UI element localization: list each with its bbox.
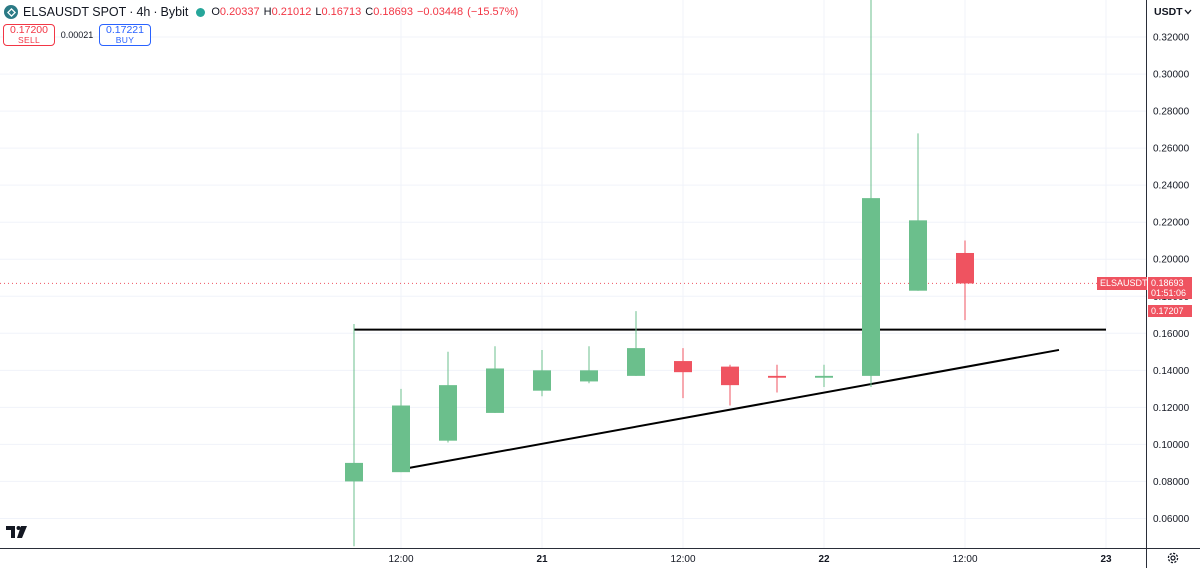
x-tick-label: 22 — [818, 554, 830, 565]
ohlc-change-pct: (−15.57%) — [467, 6, 519, 18]
candles — [345, 0, 974, 547]
candle — [909, 133, 927, 291]
x-tick-label: 21 — [536, 554, 548, 565]
ohlc-low: L0.16713 — [315, 6, 361, 18]
candle — [345, 324, 363, 547]
candle-body — [768, 375, 786, 378]
y-tick-label: 0.06000 — [1153, 514, 1190, 525]
y-tick-label: 0.28000 — [1153, 107, 1190, 118]
candle — [439, 351, 457, 443]
candle-body — [439, 385, 457, 441]
candle — [815, 364, 833, 387]
candle — [533, 349, 551, 397]
ohlc-high-value: 0.21012 — [271, 6, 312, 18]
trendlines — [354, 328, 1106, 471]
candle-body — [345, 462, 363, 482]
candle — [721, 364, 739, 406]
ohlc-close-key: C — [365, 6, 374, 18]
candle — [862, 0, 880, 387]
y-tick-label: 0.20000 — [1153, 255, 1190, 266]
candle — [580, 346, 598, 384]
candle-body — [486, 368, 504, 413]
y-tick-label: 0.26000 — [1153, 144, 1190, 155]
candle-body — [909, 220, 927, 291]
candle-body — [862, 198, 880, 376]
candle — [486, 346, 504, 413]
bar-countdown: 01:51:06 — [1151, 288, 1187, 299]
y-tick-label: 0.30000 — [1153, 70, 1190, 81]
y-tick-label: 0.14000 — [1153, 366, 1190, 377]
y-tick-label: 0.22000 — [1153, 218, 1190, 229]
ohlc-low-key: L — [315, 6, 322, 18]
separator: · — [129, 5, 134, 19]
gear-icon[interactable] — [1166, 551, 1180, 565]
ohlc-open: O0.20337 — [211, 6, 259, 18]
candle-body — [815, 375, 833, 378]
ohlc-open-value: 0.20337 — [219, 6, 260, 18]
y-tick-label: 0.24000 — [1153, 181, 1190, 192]
currency-selector[interactable]: USDT — [1148, 2, 1196, 22]
symbol-header: ELSAUSDT SPOT · 4h · Bybit O0.20337 H0.2… — [4, 3, 522, 21]
y-tick-label: 0.10000 — [1153, 440, 1190, 451]
exchange-name: Bybit — [160, 5, 189, 19]
ohlc-close: C0.18693 — [365, 6, 413, 18]
candle — [768, 364, 786, 393]
chevron-down-icon — [1184, 9, 1192, 15]
candle — [956, 240, 974, 321]
bid-price-tag: 0.17207 — [1148, 304, 1192, 317]
ohlc-close-value: 0.18693 — [373, 6, 413, 18]
candle — [674, 348, 692, 399]
market-status-icon — [196, 7, 206, 17]
interval[interactable]: 4h — [136, 5, 151, 19]
elsa-logo-icon — [4, 5, 18, 19]
candle-body — [627, 348, 645, 376]
candle — [392, 388, 410, 473]
tradingview-logo-icon[interactable] — [6, 525, 30, 539]
buy-price: 0.17221 — [106, 24, 144, 36]
ohlc-low-value: 0.16713 — [321, 6, 362, 18]
candle-body — [392, 405, 410, 473]
candle-body — [533, 370, 551, 391]
candle-body — [674, 361, 692, 373]
y-tick-label: 0.12000 — [1153, 403, 1190, 414]
y-tick-label: 0.16000 — [1153, 329, 1190, 340]
candle-body — [721, 366, 739, 386]
spread-value: 0.00021 — [60, 30, 94, 40]
candle-body — [580, 370, 598, 382]
ohlc-change: −0.03448 — [416, 6, 464, 18]
x-tick-label: 12:00 — [388, 554, 413, 565]
sell-label: SELL — [18, 35, 40, 45]
ohlc-open-key: O — [211, 6, 220, 18]
buy-label: BUY — [115, 35, 135, 45]
candle-body — [956, 252, 974, 284]
ohlc-high: H0.21012 — [264, 6, 312, 18]
sell-button[interactable]: 0.17200 SELL — [3, 24, 55, 46]
sell-price: 0.17200 — [10, 24, 48, 36]
separator: · — [153, 5, 158, 19]
currency-label: USDT — [1154, 6, 1183, 18]
buy-button[interactable]: 0.17221 BUY — [99, 24, 151, 46]
x-tick-label: 23 — [1100, 554, 1112, 565]
candle — [627, 311, 645, 376]
y-tick-label: 0.32000 — [1153, 33, 1190, 44]
x-tick-label: 12:00 — [670, 554, 695, 565]
y-tick-label: 0.08000 — [1153, 477, 1190, 488]
ohlc-high-key: H — [263, 6, 272, 18]
trade-panel: 0.17200 SELL 0.00021 0.17221 BUY — [3, 24, 151, 46]
last-price-tag: 0.18693 01:51:06 — [1148, 277, 1192, 300]
x-tick-label: 12:00 — [952, 554, 977, 565]
last-price: 0.18693 — [1151, 278, 1184, 289]
symbol-price-tag: ELSAUSDT — [1097, 276, 1148, 290]
trendline-support — [400, 348, 1060, 471]
symbol-name[interactable]: ELSAUSDT SPOT — [23, 5, 127, 19]
